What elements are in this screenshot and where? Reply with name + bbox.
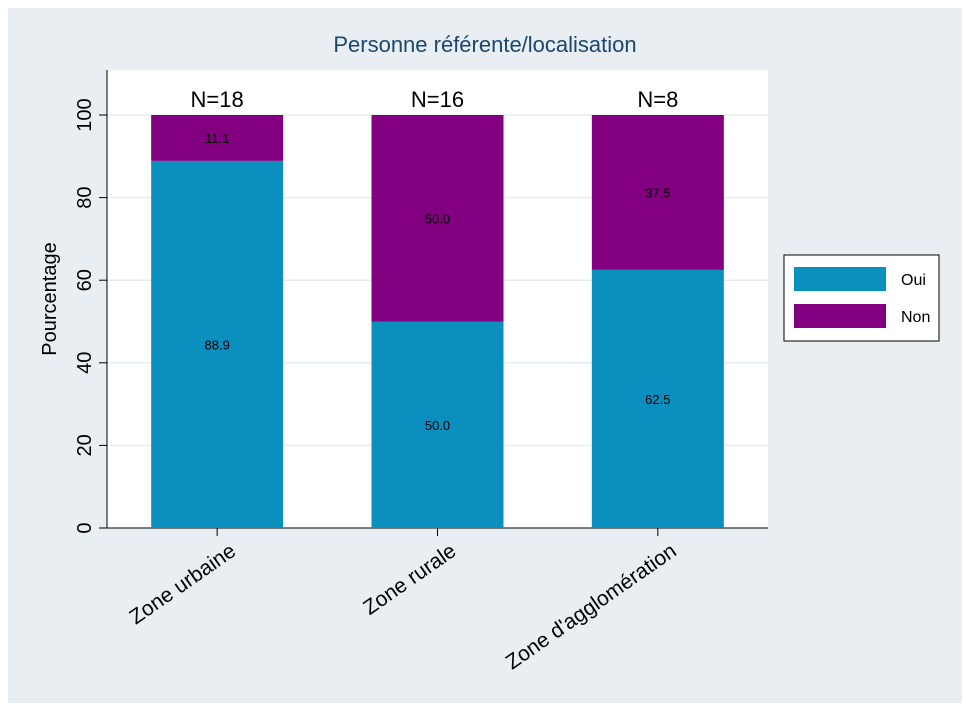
bar-segment-oui [151, 160, 284, 528]
legend-label-non: Non [901, 309, 930, 326]
bar-segment-oui [371, 321, 504, 528]
bar-count-label: N=18 [191, 87, 244, 112]
bar-count-label: N=16 [411, 87, 464, 112]
bar-value-label: 62.5 [645, 392, 670, 407]
y-tick-label: 0 [74, 522, 96, 533]
chart-title: Personne référente/localisation [333, 32, 637, 57]
bar-value-label: 50.0 [425, 211, 450, 226]
bar-value-label: 50.0 [425, 418, 450, 433]
legend-swatch-non [794, 304, 886, 328]
bar-segment-non [371, 115, 504, 322]
y-tick-label: 40 [74, 352, 96, 374]
y-tick-label: 60 [74, 269, 96, 291]
y-axis-title: Pourcentage [39, 242, 61, 355]
y-tick-label: 80 [74, 186, 96, 208]
legend-swatch-oui [794, 267, 886, 291]
bar-count-label: N=8 [637, 87, 678, 112]
bar-segment-non [151, 115, 284, 161]
y-tick-label: 20 [74, 434, 96, 456]
bar-value-label: 88.9 [205, 337, 230, 352]
bar-segment-oui [591, 269, 724, 528]
legend-label-oui: Oui [901, 272, 926, 289]
y-tick-label: 100 [74, 98, 96, 131]
bar-value-label: 37.5 [645, 185, 670, 200]
bar-segment-non [591, 115, 724, 270]
bar-value-label: 11.1 [205, 131, 229, 146]
